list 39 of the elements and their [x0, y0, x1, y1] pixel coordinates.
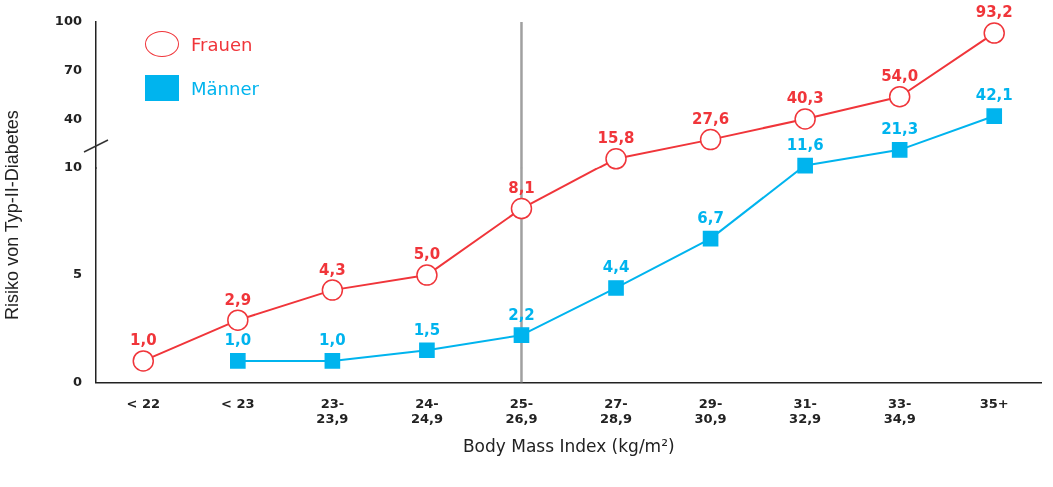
data-label: 1,0	[319, 331, 346, 350]
data-label: 2,9	[224, 290, 252, 309]
legend-label: Männer	[191, 77, 259, 99]
x-tick-label: 27- 28,9	[599, 395, 633, 427]
data-label: 93,2	[975, 3, 1013, 22]
y-tick-label: 70	[63, 62, 82, 78]
data-label: 6,7	[697, 209, 724, 228]
y-tick-label: 10	[63, 159, 82, 175]
data-label: 1,0	[129, 331, 157, 350]
x-tick-label: 29- 30,9	[694, 395, 727, 427]
y-tick-label: 40	[63, 110, 82, 126]
y-tick-label: 0	[72, 374, 82, 390]
data-label: 11,6	[786, 135, 824, 154]
data-label: 40,3	[786, 89, 824, 108]
data-label: 8,1	[508, 179, 535, 198]
x-tick-label: 33- 34,9	[883, 395, 916, 427]
data-label: 4,4	[602, 258, 630, 277]
data-label: 15,8	[597, 129, 635, 148]
legend-label: Frauen	[191, 33, 253, 55]
x-tick-label: < 22	[126, 395, 161, 411]
data-label: 4,3	[319, 260, 346, 279]
x-axis-title: Body Mass Index (kg/m²)	[462, 436, 675, 457]
data-label: 42,1	[975, 86, 1013, 105]
x-tick-label: 35+	[979, 395, 1009, 411]
x-tick-label: < 23	[221, 395, 255, 411]
data-label: 1,5	[413, 320, 441, 339]
data-label: 21,3	[881, 120, 919, 139]
data-label: 5,0	[413, 245, 441, 264]
data-label: 2,2	[508, 305, 535, 324]
y-tick-label: 100	[54, 13, 82, 29]
x-tick-label: 31- 32,9	[789, 395, 822, 427]
y-axis-title: Risiko von Typ-II-Diabetes	[1, 110, 23, 320]
data-label: 54,0	[881, 67, 919, 86]
x-tick-label: 23- 23,9	[316, 395, 349, 427]
y-tick-label: 5	[72, 266, 82, 282]
data-label: 27,6	[692, 110, 730, 128]
x-tick-label: 24- 24,9	[410, 395, 443, 427]
data-label: 1,0	[224, 331, 252, 350]
x-tick-label: 25- 26,9	[505, 395, 538, 427]
